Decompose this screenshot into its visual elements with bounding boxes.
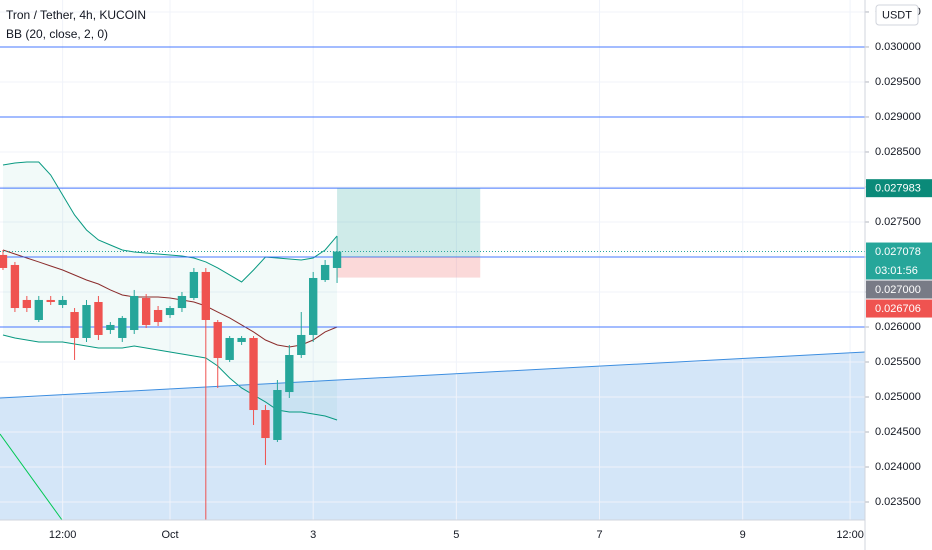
countdown: 03:01:56 bbox=[875, 265, 918, 277]
candle-body bbox=[118, 317, 127, 338]
indicator-label: BB (20, close, 2, 0) bbox=[6, 27, 108, 41]
candle-body bbox=[94, 302, 103, 335]
y-tick-label: 0.025500 bbox=[875, 356, 921, 368]
candle-body bbox=[320, 264, 330, 281]
y-tick-label: 0.024500 bbox=[875, 426, 921, 438]
candle-body bbox=[82, 305, 91, 338]
candle-body bbox=[130, 295, 139, 331]
candle-body bbox=[237, 337, 246, 342]
candle-body bbox=[189, 271, 199, 299]
trend-fill bbox=[0, 351, 865, 520]
x-tick-label: 5 bbox=[453, 529, 459, 541]
candle-body bbox=[261, 410, 270, 439]
candle-body bbox=[285, 354, 294, 393]
price-tag bbox=[866, 179, 932, 198]
stop-zone bbox=[337, 256, 481, 278]
currency-label[interactable]: USDT bbox=[882, 9, 912, 21]
candle-body bbox=[165, 308, 175, 316]
price-tag bbox=[866, 280, 932, 299]
y-tick-label: 0.023500 bbox=[875, 496, 921, 508]
bb-basis bbox=[2, 249, 338, 348]
green-line bbox=[0, 433, 63, 521]
candle-body bbox=[153, 309, 163, 323]
y-tick-label: 0.025000 bbox=[875, 391, 921, 403]
candle-body bbox=[273, 390, 282, 440]
candle-body bbox=[10, 264, 20, 309]
candle-body bbox=[297, 334, 306, 355]
y-tick-label: 0.027500 bbox=[875, 216, 921, 228]
candle-body bbox=[58, 299, 67, 306]
price-tag-label: 0.027983 bbox=[875, 183, 921, 195]
candle-body bbox=[225, 337, 234, 360]
y-tick-label: 0.029500 bbox=[875, 76, 921, 88]
y-tick-label: 0.030000 bbox=[875, 41, 921, 53]
currency-button[interactable] bbox=[875, 4, 919, 26]
x-tick-label: 7 bbox=[596, 529, 602, 541]
candle-body bbox=[70, 312, 79, 338]
candle-body bbox=[34, 299, 43, 320]
x-tick-label: 12:00 bbox=[49, 529, 77, 541]
y-tick-label: 0.024000 bbox=[875, 461, 921, 473]
price-tag-label: 0.027078 bbox=[875, 246, 921, 258]
candle-body bbox=[332, 251, 342, 268]
candle-body bbox=[22, 299, 32, 309]
chart-title: Tron / Tether, 4h, KUCOIN bbox=[6, 8, 146, 22]
plot-area bbox=[0, 0, 866, 521]
y-tick-label: 0.028500 bbox=[875, 146, 921, 158]
candle-body bbox=[141, 298, 151, 325]
x-tick-label: 9 bbox=[740, 529, 746, 541]
candle-body bbox=[201, 271, 210, 320]
y-tick-label: 0.029000 bbox=[875, 111, 921, 123]
price-tag-label: 0.027000 bbox=[875, 284, 921, 296]
candle-body bbox=[0, 254, 8, 268]
candle-body bbox=[249, 337, 258, 411]
price-tag bbox=[866, 299, 932, 318]
price-tag-label: 0.026706 bbox=[875, 303, 921, 315]
candle-body bbox=[309, 277, 318, 335]
candle-body bbox=[46, 299, 55, 303]
target-zone bbox=[337, 188, 481, 257]
price-tag bbox=[866, 242, 932, 280]
candle-body bbox=[177, 295, 187, 309]
trendline bbox=[0, 351, 866, 399]
x-tick-label: Oct bbox=[161, 529, 178, 541]
candle-body bbox=[213, 322, 222, 359]
x-tick-label: 12:00 bbox=[836, 529, 864, 541]
candle-body bbox=[106, 324, 115, 331]
y-tick-label: 0.026000 bbox=[875, 321, 921, 333]
x-tick-label: 3 bbox=[310, 529, 316, 541]
